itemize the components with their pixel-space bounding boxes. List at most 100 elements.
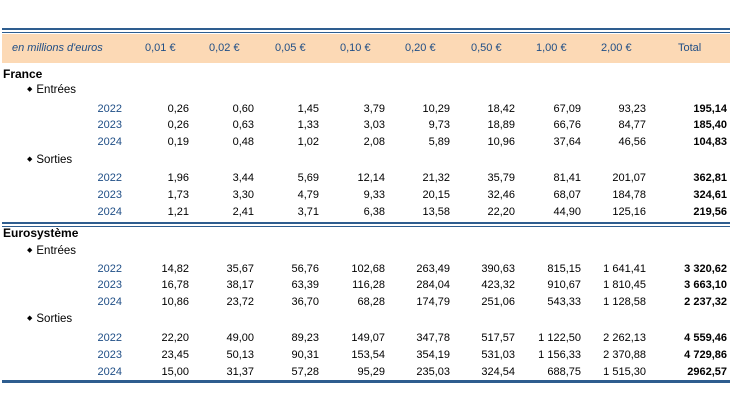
table-cell: 93,23 bbox=[618, 103, 646, 115]
table-cell: 37,64 bbox=[553, 136, 581, 148]
table-cell-total: 3 320,62 bbox=[684, 263, 727, 275]
row-year: 2022 bbox=[97, 263, 122, 275]
table-cell: 23,45 bbox=[161, 349, 189, 361]
table-top-rule bbox=[2, 28, 730, 30]
row-year: 2023 bbox=[97, 119, 122, 131]
section-title-row: Eurosystème bbox=[0, 225, 730, 241]
column-header: 0,05 € bbox=[275, 42, 306, 54]
table-cell: 284,04 bbox=[416, 279, 450, 291]
table-cell: 1 156,33 bbox=[538, 349, 581, 361]
table-cell: 0,19 bbox=[167, 136, 189, 148]
table-cell: 0,26 bbox=[167, 103, 189, 115]
table-cell: 1,33 bbox=[297, 119, 319, 131]
table-cell-total: 195,14 bbox=[693, 103, 727, 115]
table-row: 2024 0,19 0,48 1,02 2,08 5,89 10,96 37,64 46,56 1… bbox=[0, 134, 730, 150]
group-label-text: Sorties bbox=[36, 313, 73, 325]
table-cell: 35,79 bbox=[487, 172, 515, 184]
table-cell: 46,56 bbox=[618, 136, 646, 148]
table-cell: 1 122,50 bbox=[538, 332, 581, 344]
table-cell: 174,79 bbox=[416, 296, 450, 308]
section-title: Eurosystème bbox=[3, 226, 79, 240]
table-cell: 57,28 bbox=[291, 366, 319, 378]
table-cell: 9,33 bbox=[363, 189, 385, 201]
table-cell: 153,54 bbox=[351, 349, 385, 361]
table-cell: 16,78 bbox=[161, 279, 189, 291]
table-cell: 517,57 bbox=[481, 332, 515, 344]
section-title-row: France bbox=[0, 66, 730, 82]
table-cell-total: 362,81 bbox=[693, 172, 727, 184]
table-cell: 2,08 bbox=[363, 136, 385, 148]
unit-label: en millions d'euros bbox=[12, 42, 103, 54]
table-cell: 95,29 bbox=[357, 366, 385, 378]
table-cell: 49,00 bbox=[226, 332, 254, 344]
table-cell: 3,30 bbox=[232, 189, 254, 201]
group-label-text: Entrées bbox=[36, 84, 77, 96]
table-cell: 0,63 bbox=[232, 119, 254, 131]
table-cell: 3,44 bbox=[232, 172, 254, 184]
row-year: 2023 bbox=[97, 189, 122, 201]
table-cell: 66,76 bbox=[553, 119, 581, 131]
group-label: ◆ Sorties bbox=[27, 311, 72, 329]
table-cell: 12,14 bbox=[357, 172, 385, 184]
table-cell: 50,13 bbox=[226, 349, 254, 361]
table-cell: 68,07 bbox=[553, 189, 581, 201]
row-year: 2022 bbox=[97, 103, 122, 115]
row-year: 2024 bbox=[97, 136, 122, 148]
table-cell: 18,42 bbox=[487, 103, 515, 115]
table-cell: 1,45 bbox=[297, 103, 319, 115]
table-row: 2024 10,86 23,72 36,70 68,28 174,79 251,06 543,… bbox=[0, 294, 730, 310]
table-row: 2022 0,26 0,60 1,45 3,79 10,29 18,42 67,09 93,23… bbox=[0, 101, 730, 117]
group-label: ◆ Sorties bbox=[27, 152, 72, 170]
group-label: ◆ Entrées bbox=[27, 82, 76, 100]
table-cell: 531,03 bbox=[481, 349, 515, 361]
table-cell: 1 641,41 bbox=[603, 263, 646, 275]
group-label-row: ◆ Entrées bbox=[0, 82, 730, 98]
table-cell: 2 262,13 bbox=[603, 332, 646, 344]
table-cell: 5,69 bbox=[297, 172, 319, 184]
table-cell: 263,49 bbox=[416, 263, 450, 275]
table-cell: 38,17 bbox=[226, 279, 254, 291]
table-cell-total: 2 237,32 bbox=[684, 296, 727, 308]
table-cell: 20,15 bbox=[422, 189, 450, 201]
table-row: 2023 16,78 38,17 63,39 116,28 284,04 423,32 910… bbox=[0, 277, 730, 293]
table-cell: 2 370,88 bbox=[603, 349, 646, 361]
table-cell: 84,77 bbox=[618, 119, 646, 131]
table-cell-total: 219,56 bbox=[693, 206, 727, 218]
table-row: 2022 22,20 49,00 89,23 149,07 347,78 517,57 1 1… bbox=[0, 330, 730, 346]
table-cell: 423,32 bbox=[481, 279, 515, 291]
table-cell: 36,70 bbox=[291, 296, 319, 308]
bullet-icon: ◆ bbox=[27, 86, 33, 93]
table-cell: 13,58 bbox=[422, 206, 450, 218]
section-title: France bbox=[3, 67, 43, 81]
table-cell: 2,41 bbox=[232, 206, 254, 218]
table-cell: 9,73 bbox=[428, 119, 450, 131]
table-cell: 31,37 bbox=[226, 366, 254, 378]
bullet-icon: ◆ bbox=[27, 247, 33, 254]
table-cell: 390,63 bbox=[481, 263, 515, 275]
bullet-icon: ◆ bbox=[27, 156, 33, 163]
table-cell: 15,00 bbox=[161, 366, 189, 378]
column-header: 0,10 € bbox=[340, 42, 371, 54]
table-cell: 125,16 bbox=[612, 206, 646, 218]
table-cell: 21,32 bbox=[422, 172, 450, 184]
section-divider-thin bbox=[2, 226, 730, 227]
table-cell: 68,28 bbox=[357, 296, 385, 308]
table-cell: 10,29 bbox=[422, 103, 450, 115]
table-cell: 3,79 bbox=[363, 103, 385, 115]
table-cell: 67,09 bbox=[553, 103, 581, 115]
row-year: 2023 bbox=[97, 349, 122, 361]
table-cell: 10,86 bbox=[161, 296, 189, 308]
table-cell: 324,54 bbox=[481, 366, 515, 378]
table-cell: 5,89 bbox=[428, 136, 450, 148]
table-cell: 1,73 bbox=[167, 189, 189, 201]
table-cell: 688,75 bbox=[547, 366, 581, 378]
section-divider bbox=[2, 222, 730, 224]
table-cell-total: 104,83 bbox=[693, 136, 727, 148]
table-cell: 63,39 bbox=[291, 279, 319, 291]
column-header: 1,00 € bbox=[536, 42, 567, 54]
table-cell-total: 2962,57 bbox=[687, 366, 727, 378]
table-cell: 149,07 bbox=[351, 332, 385, 344]
table-cell: 1,96 bbox=[167, 172, 189, 184]
group-label-text: Entrées bbox=[36, 245, 77, 257]
table-cell-total: 185,40 bbox=[693, 119, 727, 131]
